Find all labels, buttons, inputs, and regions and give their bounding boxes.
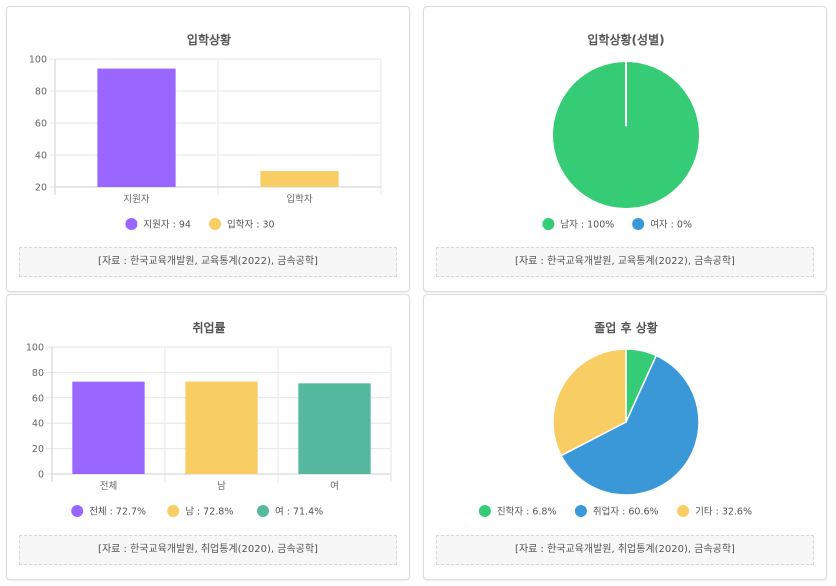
legend-label: 전체 : 72.7% (89, 507, 146, 518)
legend-marker (574, 505, 587, 517)
legend-label: 입학자 : 30 (227, 219, 275, 231)
legend-marker (167, 505, 180, 517)
legend-marker (478, 505, 491, 517)
employment-rate-bar-chart: 취업률 0 20 40 60 80 100 전체 남 여전체 : 72.7% 남 : 72.8% 여 … (26, 320, 392, 518)
legend-marker (71, 505, 84, 517)
y-tick-label: 40 (32, 419, 44, 430)
legend-marker (542, 218, 555, 230)
y-tick-label: 100 (26, 343, 44, 354)
legend-label: 기타 : 32.6% (695, 507, 752, 518)
source-note: [자료 : 한국교육개발원, 취업통계(2020), 금속공학] (19, 535, 397, 565)
pie-slice (553, 62, 699, 208)
y-tick-label: 60 (35, 119, 47, 130)
bar (97, 68, 176, 187)
x-tick-label: 남 (217, 481, 226, 492)
legend-label: 취업자 : 60.6% (593, 506, 659, 518)
y-tick-label: 0 (38, 470, 44, 481)
legend-label: 남 : 72.8% (185, 507, 233, 518)
legend-label: 남자 : 100% (560, 220, 614, 231)
admission-gender-pie-chart: 입학상황(성별) 남자 : 100% 여자 : 0% (542, 32, 699, 231)
pie-slice (560, 354, 700, 496)
legend-marker (125, 218, 138, 230)
x-tick-label: 여 (330, 480, 339, 492)
bar (260, 171, 339, 187)
admission-gender-panel: 입학상황(성별) 남자 : 100% 여자 : 0% [자료 : 한국교육개발원, … (423, 6, 827, 292)
chart-title: 졸업 후 상황 (594, 320, 658, 335)
y-tick-label: 60 (32, 393, 44, 404)
y-tick-label: 80 (35, 87, 47, 98)
legend-marker (257, 505, 269, 517)
legend-label: 여 : 71.4% (275, 506, 323, 518)
legend-label: 진학자 : 6.8% (497, 507, 557, 518)
legend-label: 여자 : 0% (650, 219, 692, 231)
y-tick-label: 20 (35, 183, 47, 194)
source-note: [자료 : 한국교육개발원, 취업통계(2020), 금속공학] (436, 535, 814, 565)
y-tick-label: 40 (35, 151, 47, 162)
x-tick-label: 입학자 (286, 193, 312, 205)
legend-marker (632, 218, 645, 230)
legend-marker (677, 505, 690, 517)
chart-title: 입학상황(성별) (587, 32, 664, 47)
chart-title: 입학상황 (187, 32, 231, 47)
y-tick-label: 20 (32, 444, 44, 455)
bar (185, 381, 258, 474)
source-note: [자료 : 한국교육개발원, 교육통계(2022), 금속공학] (436, 247, 814, 277)
bar (298, 383, 371, 474)
y-tick-label: 100 (29, 55, 47, 66)
x-tick-label: 전체 (100, 481, 117, 492)
source-note: [자료 : 한국교육개발원, 교육통계(2022), 금속공학] (19, 247, 397, 277)
legend-marker (209, 218, 221, 230)
chart-title: 취업률 (192, 320, 225, 335)
x-tick-label: 지원자 (123, 194, 149, 205)
y-tick-label: 80 (32, 368, 44, 379)
bar (72, 381, 145, 474)
legend-label: 지원자 : 94 (143, 220, 191, 231)
pie-slice (552, 348, 627, 457)
